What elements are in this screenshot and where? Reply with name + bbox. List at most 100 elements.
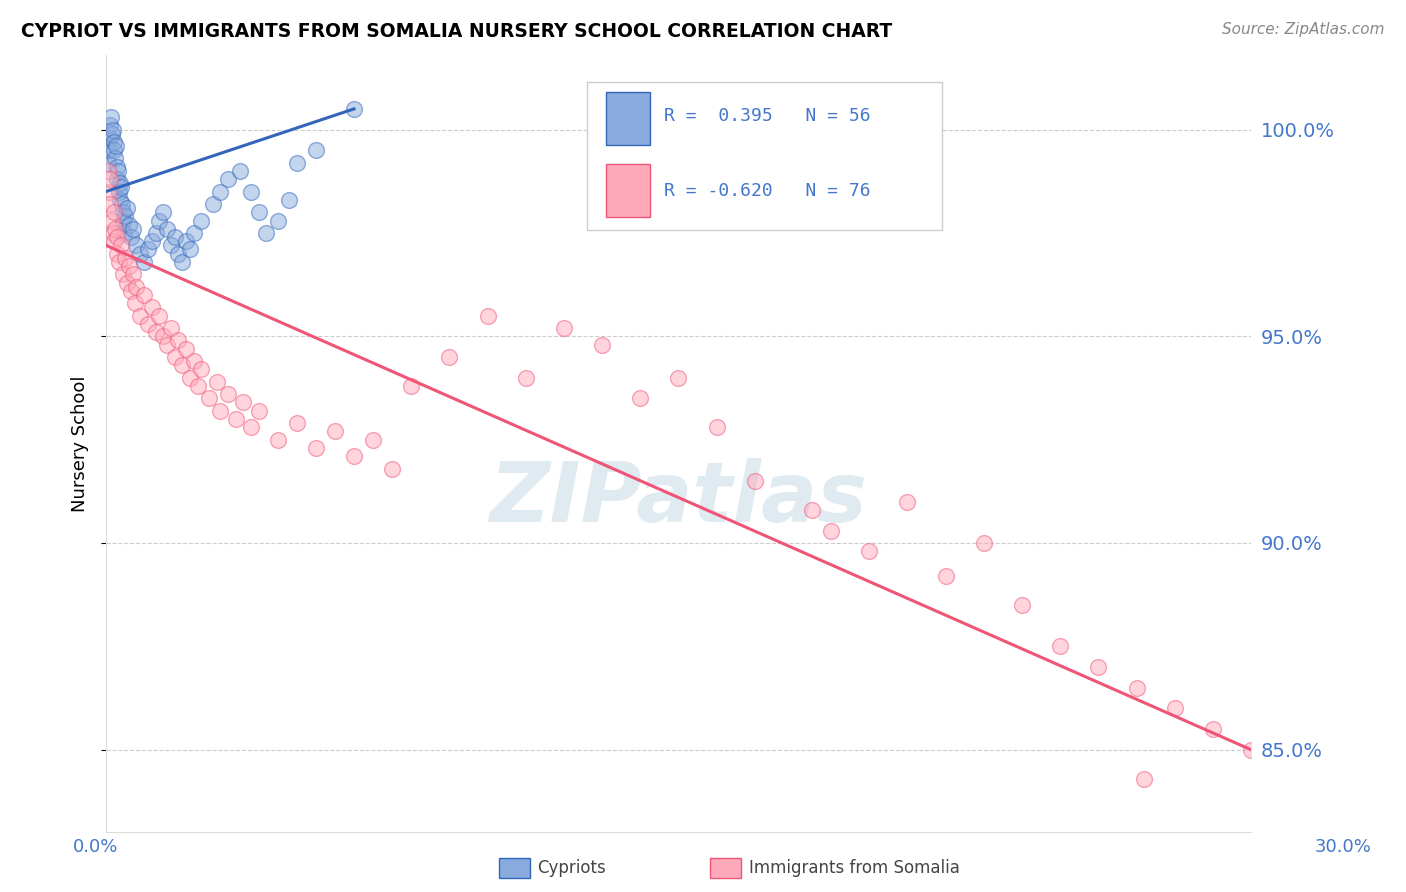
Point bbox=[668, 370, 690, 384]
Point bbox=[1125, 681, 1147, 695]
Point bbox=[118, 218, 141, 232]
Point bbox=[114, 251, 136, 265]
Point bbox=[1049, 640, 1071, 654]
Point bbox=[305, 143, 328, 157]
Point bbox=[591, 337, 613, 351]
Point bbox=[820, 524, 842, 538]
Point bbox=[1202, 722, 1225, 736]
Point bbox=[179, 370, 201, 384]
Point bbox=[103, 143, 125, 157]
Point bbox=[172, 358, 194, 372]
Point bbox=[100, 110, 122, 124]
Point bbox=[121, 221, 143, 235]
Point bbox=[105, 160, 128, 174]
Point bbox=[285, 416, 308, 430]
Point bbox=[118, 259, 141, 273]
Point bbox=[148, 309, 170, 323]
Point bbox=[183, 354, 205, 368]
Point bbox=[145, 325, 167, 339]
Point bbox=[97, 164, 120, 178]
Point bbox=[141, 234, 163, 248]
Point bbox=[239, 185, 262, 199]
Point bbox=[858, 544, 880, 558]
Point bbox=[190, 362, 212, 376]
Point bbox=[125, 279, 148, 293]
Point bbox=[247, 205, 270, 219]
Point bbox=[132, 255, 155, 269]
Point bbox=[132, 288, 155, 302]
Point bbox=[896, 494, 918, 508]
Point bbox=[209, 403, 232, 417]
Point bbox=[111, 205, 134, 219]
Point bbox=[401, 379, 423, 393]
Point bbox=[225, 412, 247, 426]
Point bbox=[115, 276, 138, 290]
Point bbox=[179, 243, 201, 257]
Point bbox=[228, 164, 250, 178]
Point bbox=[190, 213, 212, 227]
Point bbox=[104, 152, 127, 166]
Point bbox=[343, 102, 366, 116]
Point bbox=[98, 131, 121, 145]
Point bbox=[115, 201, 138, 215]
Point bbox=[285, 155, 308, 169]
Point bbox=[108, 185, 131, 199]
Point bbox=[125, 238, 148, 252]
Point bbox=[110, 238, 132, 252]
Point bbox=[114, 210, 136, 224]
Point bbox=[381, 461, 404, 475]
Text: 0.0%: 0.0% bbox=[73, 838, 118, 856]
Point bbox=[174, 234, 197, 248]
Point bbox=[100, 197, 122, 211]
Point bbox=[105, 230, 128, 244]
Point bbox=[266, 213, 288, 227]
Point bbox=[124, 296, 146, 310]
Point bbox=[100, 213, 122, 227]
Point bbox=[108, 255, 131, 269]
Point bbox=[159, 321, 181, 335]
Point bbox=[103, 234, 125, 248]
Text: CYPRIOT VS IMMIGRANTS FROM SOMALIA NURSERY SCHOOL CORRELATION CHART: CYPRIOT VS IMMIGRANTS FROM SOMALIA NURSE… bbox=[21, 22, 893, 41]
Point bbox=[1087, 660, 1109, 674]
Point bbox=[247, 403, 270, 417]
Point bbox=[103, 205, 125, 219]
Point bbox=[104, 139, 127, 153]
Point bbox=[152, 329, 174, 343]
Point bbox=[1011, 598, 1033, 612]
Point bbox=[167, 246, 190, 260]
Point bbox=[97, 185, 120, 199]
Point bbox=[101, 226, 124, 240]
Point bbox=[112, 213, 135, 227]
Text: R =  0.395   N = 56: R = 0.395 N = 56 bbox=[664, 107, 870, 125]
Point bbox=[198, 392, 221, 406]
Point bbox=[305, 441, 328, 455]
Text: ZIPatlas: ZIPatlas bbox=[489, 458, 868, 539]
Point bbox=[439, 350, 461, 364]
Point bbox=[935, 569, 957, 583]
Point bbox=[100, 119, 122, 133]
Point bbox=[159, 238, 181, 252]
Point bbox=[186, 379, 208, 393]
Point bbox=[120, 230, 142, 244]
Point bbox=[112, 226, 135, 240]
Point bbox=[163, 230, 186, 244]
Point bbox=[129, 246, 152, 260]
FancyBboxPatch shape bbox=[606, 164, 650, 217]
Point bbox=[343, 449, 366, 463]
Point bbox=[156, 221, 179, 235]
Point bbox=[141, 301, 163, 315]
Point bbox=[278, 193, 301, 207]
Point bbox=[163, 350, 186, 364]
Point bbox=[1133, 772, 1156, 786]
Point bbox=[112, 267, 135, 281]
Text: Cypriots: Cypriots bbox=[537, 859, 606, 877]
Point bbox=[136, 243, 159, 257]
Point bbox=[152, 205, 174, 219]
Text: 30.0%: 30.0% bbox=[1315, 838, 1371, 856]
Point bbox=[174, 342, 197, 356]
Point bbox=[156, 337, 179, 351]
Point bbox=[148, 213, 170, 227]
Point bbox=[209, 185, 232, 199]
Point bbox=[217, 387, 239, 401]
Point bbox=[201, 197, 224, 211]
